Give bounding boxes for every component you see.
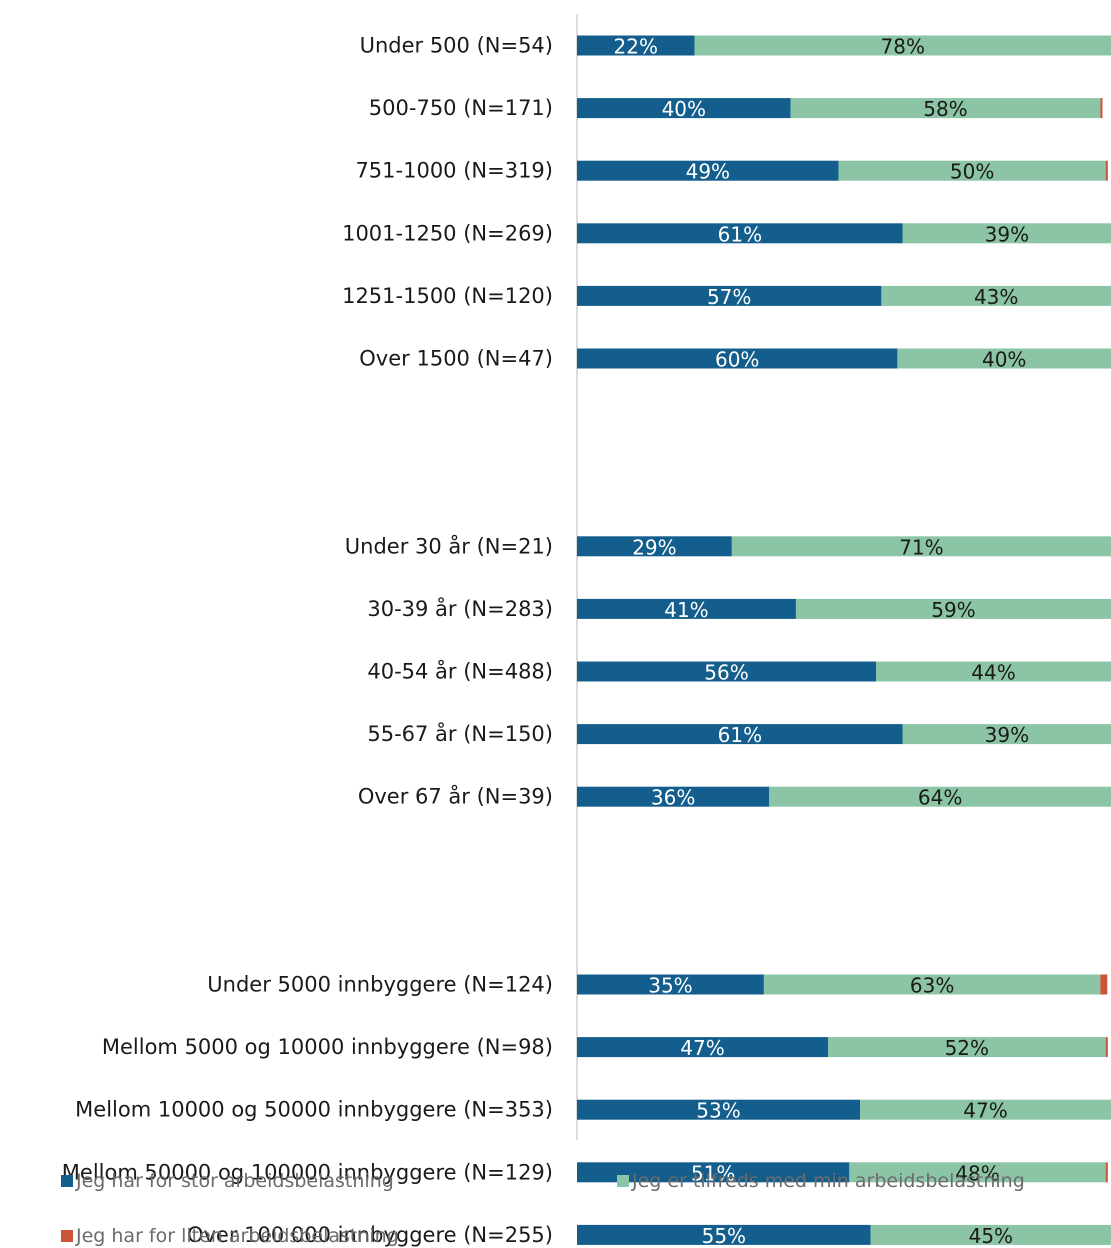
category-label: Over 67 år (N=39) bbox=[358, 784, 553, 809]
bar-segment bbox=[902, 724, 1111, 745]
data-label: 39% bbox=[985, 222, 1029, 246]
bar-segment bbox=[577, 786, 770, 807]
bar-segment bbox=[577, 598, 796, 619]
bar-segment bbox=[790, 98, 1101, 119]
category-label: 751-1000 (N=319) bbox=[355, 159, 553, 183]
bar-segment bbox=[870, 1224, 1111, 1245]
bar-segment bbox=[577, 98, 791, 119]
data-label: 60% bbox=[715, 348, 759, 372]
data-label: 53% bbox=[696, 1099, 740, 1123]
data-label: 49% bbox=[686, 160, 730, 184]
category-label: Under 5000 innbyggere (N=124) bbox=[207, 973, 553, 997]
data-label: 43% bbox=[974, 285, 1018, 309]
data-label: 41% bbox=[664, 598, 708, 622]
bar-segment bbox=[577, 35, 695, 56]
data-label: 40% bbox=[662, 97, 706, 121]
data-label: 45% bbox=[969, 1224, 1013, 1248]
data-label: 56% bbox=[704, 661, 748, 685]
bar-segment bbox=[897, 348, 1111, 369]
bar-segment bbox=[577, 1162, 850, 1183]
bar-segment bbox=[577, 661, 877, 682]
bar-segment bbox=[577, 285, 882, 306]
bar-segment bbox=[838, 160, 1106, 181]
bar-segment bbox=[577, 536, 732, 557]
data-label: 64% bbox=[918, 786, 962, 810]
data-label: 61% bbox=[718, 723, 762, 747]
bar-segment bbox=[577, 1099, 861, 1120]
category-label: Under 30 år (N=21) bbox=[345, 533, 553, 558]
data-label: 22% bbox=[614, 35, 658, 59]
bar-segment bbox=[577, 1224, 871, 1245]
bar-segment bbox=[1105, 160, 1108, 181]
bar-segment bbox=[763, 974, 1101, 995]
bar-segment bbox=[902, 223, 1111, 244]
bar-segment bbox=[577, 348, 898, 369]
category-label: 40-54 år (N=488) bbox=[367, 659, 553, 684]
category-label: Under 500 (N=54) bbox=[360, 34, 553, 58]
bar-segment bbox=[577, 223, 903, 244]
bar-segment bbox=[1100, 98, 1103, 119]
data-label: 39% bbox=[985, 723, 1029, 747]
bar-segment bbox=[881, 285, 1111, 306]
data-label: 52% bbox=[945, 1036, 989, 1060]
category-label: 1001-1250 (N=269) bbox=[342, 221, 553, 245]
category-label: Mellom 10000 og 50000 innbyggere (N=353) bbox=[75, 1098, 553, 1122]
category-label: Over 100 000 innbyggere (N=255) bbox=[187, 1223, 553, 1247]
data-label: 57% bbox=[707, 285, 751, 309]
data-label: 59% bbox=[931, 598, 975, 622]
bar-segment bbox=[876, 661, 1111, 682]
data-label: 40% bbox=[982, 348, 1026, 372]
bar-segment bbox=[577, 1037, 828, 1058]
data-label: 29% bbox=[632, 535, 676, 559]
category-label: Mellom 50000 og 100000 innbyggere (N=129… bbox=[62, 1160, 553, 1184]
data-label: 55% bbox=[702, 1224, 746, 1248]
category-label: Mellom 5000 og 10000 innbyggere (N=98) bbox=[102, 1035, 553, 1059]
data-label: 36% bbox=[651, 786, 695, 810]
data-label: 47% bbox=[963, 1099, 1007, 1123]
category-label: 1251-1500 (N=120) bbox=[342, 284, 553, 308]
bar-segment bbox=[795, 598, 1111, 619]
data-label: 58% bbox=[923, 97, 967, 121]
data-label: 50% bbox=[950, 160, 994, 184]
bar-segment bbox=[1105, 1162, 1108, 1183]
category-label: Over 1500 (N=47) bbox=[359, 347, 553, 371]
data-label: 51% bbox=[691, 1161, 735, 1185]
bar-segment bbox=[849, 1162, 1106, 1183]
bar-segment bbox=[577, 724, 903, 745]
bar-segment bbox=[577, 160, 839, 181]
data-label: 48% bbox=[955, 1161, 999, 1185]
category-label: 30-39 år (N=283) bbox=[367, 596, 553, 621]
data-label: 61% bbox=[718, 222, 762, 246]
bar-segment bbox=[827, 1037, 1106, 1058]
data-label: 35% bbox=[648, 974, 692, 998]
bar-segment bbox=[577, 974, 764, 995]
data-label: 44% bbox=[971, 661, 1015, 685]
data-label: 47% bbox=[680, 1036, 724, 1060]
category-label: 55-67 år (N=150) bbox=[367, 721, 553, 746]
bar-segment bbox=[1105, 1037, 1108, 1058]
bar-segment bbox=[1100, 974, 1108, 995]
data-label: 78% bbox=[881, 35, 925, 59]
bar-segment bbox=[769, 786, 1111, 807]
data-label: 71% bbox=[899, 535, 943, 559]
bar-segment bbox=[860, 1099, 1111, 1120]
data-label: 63% bbox=[910, 974, 954, 998]
category-label: 500-750 (N=171) bbox=[369, 96, 553, 120]
bar-segment bbox=[694, 35, 1111, 56]
bar-segment bbox=[731, 536, 1111, 557]
